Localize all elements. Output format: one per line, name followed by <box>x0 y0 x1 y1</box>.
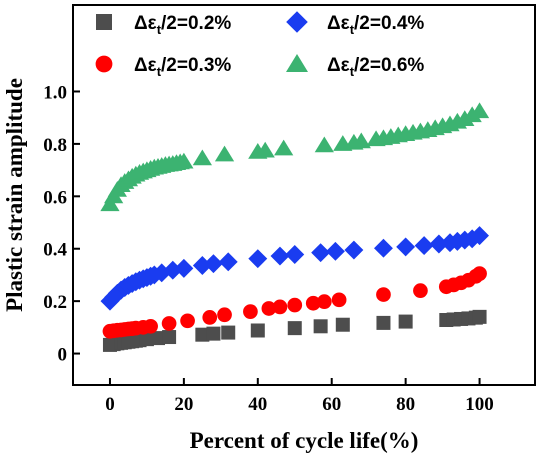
series-square <box>102 309 487 352</box>
legend-label: Δεt/2=0.6% <box>327 55 424 79</box>
data-point <box>161 316 177 331</box>
data-point <box>143 318 158 334</box>
y-tick-label: 0.2 <box>43 292 67 313</box>
data-point <box>214 145 235 162</box>
data-point <box>270 246 290 266</box>
data-point <box>376 287 391 302</box>
data-point <box>376 315 391 330</box>
data-point <box>221 325 236 340</box>
data-point <box>429 234 449 254</box>
data-point <box>325 241 345 261</box>
data-point <box>180 313 195 329</box>
data-point <box>313 319 328 334</box>
data-point <box>250 323 265 338</box>
y-tick-label: 0.4 <box>43 240 67 261</box>
series-circle <box>102 266 487 339</box>
data-marks <box>100 102 490 352</box>
data-point <box>331 292 347 308</box>
x-tick-label: 80 <box>396 394 415 415</box>
data-point <box>174 152 194 169</box>
data-point <box>344 240 364 260</box>
axis-ticks: 0 20 40 60 80 100 0 0.2 0.4 0.6 0.8 1.0 <box>43 82 494 415</box>
legend-marker <box>286 54 308 72</box>
data-point <box>218 252 238 272</box>
x-tick-label: 20 <box>174 394 193 415</box>
data-point <box>272 299 288 315</box>
legend-label: Δεt/2=0.4% <box>327 13 424 37</box>
y-tick-label: 1.0 <box>43 82 67 103</box>
x-tick-label: 60 <box>322 394 341 415</box>
data-point <box>203 254 223 274</box>
data-point <box>287 321 302 336</box>
data-point <box>195 327 210 342</box>
y-tick-label: 0 <box>58 345 68 366</box>
data-point <box>351 132 371 149</box>
data-point <box>414 236 434 256</box>
data-point <box>311 243 331 263</box>
x-tick-label: 100 <box>465 394 494 415</box>
data-point <box>255 141 275 158</box>
y-tick-label: 0.8 <box>43 135 67 156</box>
x-tick-label: 0 <box>105 394 115 415</box>
data-point <box>335 317 350 332</box>
y-axis-title: Plastic strain amplitude <box>2 78 27 312</box>
plot-frame <box>72 4 536 386</box>
data-point <box>472 309 487 324</box>
data-point <box>285 245 305 264</box>
data-point <box>174 258 194 278</box>
data-point <box>243 304 258 319</box>
data-point <box>396 237 416 257</box>
x-axis-title: Percent of cycle life(%) <box>190 428 419 453</box>
legend-item: Δεt/2=0.3% <box>95 55 231 79</box>
data-point <box>314 136 334 153</box>
data-point <box>274 139 294 156</box>
data-point <box>472 266 487 281</box>
data-point <box>248 249 268 269</box>
data-point <box>287 297 303 313</box>
y-tick-label: 0.6 <box>43 187 67 208</box>
data-point <box>162 330 177 345</box>
data-point <box>374 238 393 258</box>
data-point <box>398 314 413 329</box>
data-point <box>192 149 212 166</box>
series-diamond <box>100 226 490 311</box>
data-point <box>316 294 332 310</box>
data-point <box>470 226 490 246</box>
data-point <box>261 301 277 316</box>
legend: Δεt/2=0.2% Δεt/2=0.4% Δεt/2=0.3% Δεt/2=0.6% <box>95 11 424 79</box>
data-point <box>206 326 221 341</box>
legend-item: Δεt/2=0.4% <box>286 11 424 37</box>
legend-item: Δεt/2=0.6% <box>286 54 424 79</box>
data-point <box>151 331 166 346</box>
data-point <box>305 295 321 311</box>
data-point <box>413 283 428 299</box>
legend-marker <box>95 55 113 73</box>
legend-marker <box>96 14 112 30</box>
data-point <box>139 332 154 347</box>
series-triangle <box>100 102 490 212</box>
data-point <box>202 310 218 325</box>
x-tick-label: 40 <box>248 394 267 415</box>
data-point <box>217 307 232 323</box>
legend-item: Δεt/2=0.2% <box>96 13 231 37</box>
legend-label: Δεt/2=0.2% <box>134 13 231 37</box>
legend-marker <box>286 11 308 33</box>
legend-label: Δεt/2=0.3% <box>134 55 231 79</box>
data-point <box>469 102 490 119</box>
